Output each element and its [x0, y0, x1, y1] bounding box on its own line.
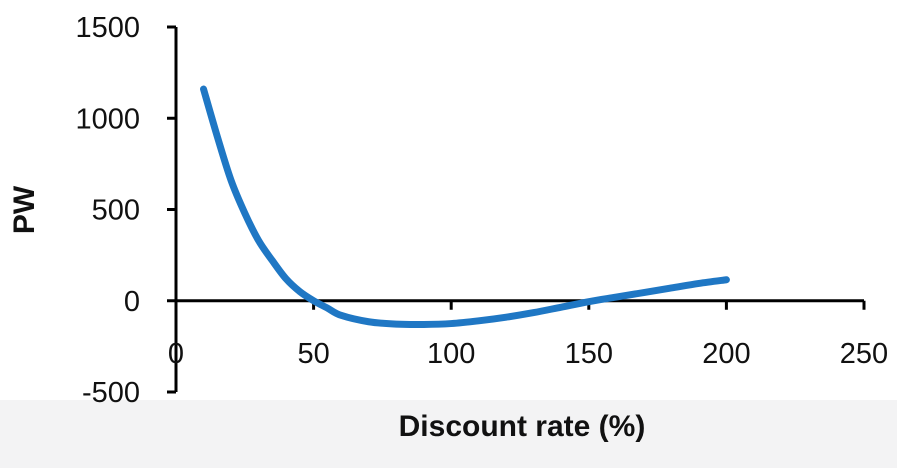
x-tick-label: 200	[702, 338, 750, 370]
pw-series-line	[200, 85, 730, 329]
y-tick-label: -500	[82, 377, 140, 409]
series-layer	[200, 85, 730, 329]
y-ticks: 1500 1000 500 0 -500	[75, 12, 176, 409]
y-tick-label: 500	[92, 195, 140, 227]
y-axis-label: PW	[8, 185, 41, 234]
axes	[174, 27, 864, 392]
x-tick-label: 100	[427, 338, 475, 370]
x-tick-label: 150	[565, 338, 613, 370]
footer-band	[0, 400, 897, 468]
x-tick-label: 250	[840, 338, 888, 370]
y-tick-label: 1500	[75, 12, 140, 44]
x-ticks: 0 50 100 150 200 250	[168, 300, 888, 370]
x-tick-label: 0	[168, 338, 184, 370]
y-tick-label: 1000	[75, 103, 140, 135]
x-tick-label: 50	[297, 338, 329, 370]
x-axis-label: Discount rate (%)	[399, 410, 646, 443]
y-tick-label: 0	[124, 286, 140, 318]
